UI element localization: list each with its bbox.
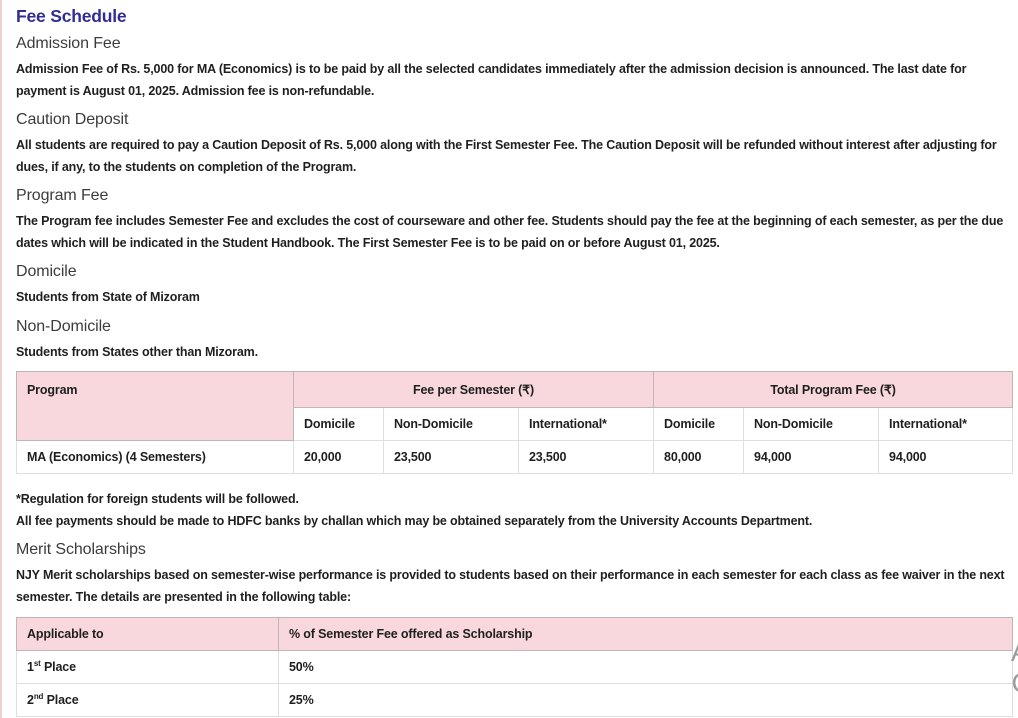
- fee-table-cell-total-international: 94,000: [878, 440, 1014, 474]
- rank-label: Place: [43, 693, 79, 707]
- fee-table-group-header-row: Program Fee per Semester (₹) Total Progr…: [16, 371, 1014, 441]
- heading-caution-deposit: Caution Deposit: [16, 111, 129, 128]
- fee-table: Program Fee per Semester (₹) Total Progr…: [16, 371, 1014, 474]
- caution-deposit-paragraph: All students are required to pay a Cauti…: [16, 138, 997, 174]
- heading-non-domicile: Non-Domicile: [16, 317, 111, 335]
- fee-table-cell-program: MA (Economics) (4 Semesters): [16, 440, 294, 474]
- clipped-edge-glyph-a[interactable]: A: [1011, 637, 1018, 667]
- fee-table-header-program: Program: [16, 371, 294, 441]
- merit-table-row-first-place: 1st Place 50%: [16, 650, 1013, 684]
- fee-table-cell-sem-international: 23,500: [517, 440, 655, 474]
- fee-table-subheader-non-domicile-total: Non-Domicile: [743, 407, 880, 441]
- rank-number: 2: [27, 693, 34, 707]
- rank-ordinal: nd: [33, 691, 44, 701]
- rank-ordinal: st: [33, 658, 41, 668]
- non-domicile-paragraph: Students from States other than Mizoram.: [16, 344, 258, 359]
- merit-scholarships-paragraph: NJY Merit scholarships based on semester…: [16, 568, 1005, 604]
- page-title: Fee Schedule: [16, 6, 127, 26]
- merit-table-cell-first-place: 1st Place: [16, 650, 279, 684]
- heading-domicile: Domicile: [16, 263, 77, 280]
- fee-table-sub-header-row: Domicile Non-Domicile International* Dom…: [17, 407, 1014, 441]
- merit-table-row-second-place: 2nd Place 25%: [16, 683, 1013, 717]
- merit-table: Applicable to % of Semester Fee offered …: [16, 617, 1013, 717]
- rank-label: Place: [40, 660, 76, 674]
- heading-merit-scholarships: Merit Scholarships: [16, 541, 146, 558]
- merit-table-header-scholarship-percent: % of Semester Fee offered as Scholarship: [278, 617, 1013, 651]
- merit-table-header-applicable-to: Applicable to: [16, 617, 279, 651]
- merit-table-cell-second-place-value: 25%: [278, 683, 1013, 717]
- note-payment: All fee payments should be made to HDFC …: [16, 513, 813, 528]
- footnotes: *Regulation for foreign students will be…: [16, 489, 1010, 532]
- fee-table-subheader-domicile-total: Domicile: [653, 407, 745, 441]
- fee-table-subheader-international-total: International*: [878, 407, 1014, 441]
- fee-table-cell-total-non-domicile: 94,000: [743, 440, 880, 474]
- rank-number: 1: [27, 660, 34, 674]
- fee-table-header-fee-per-semester: Fee per Semester (₹): [292, 371, 655, 408]
- fee-table-cell-sem-domicile: 20,000: [293, 440, 384, 474]
- merit-table-header-row: Applicable to % of Semester Fee offered …: [16, 617, 1013, 651]
- merit-table-cell-second-place: 2nd Place: [16, 683, 279, 717]
- fee-table-subheader-non-domicile-sem: Non-Domicile: [383, 407, 519, 441]
- fee-table-cell-sem-non-domicile: 23,500: [383, 440, 519, 474]
- program-fee-paragraph: The Program fee includes Semester Fee an…: [16, 214, 1004, 250]
- fee-table-header-total-program-fee: Total Program Fee (₹): [653, 371, 1014, 408]
- fee-table-row-ma-economics: MA (Economics) (4 Semesters) 20,000 23,5…: [16, 440, 1014, 474]
- domicile-paragraph: Students from State of Mizoram: [16, 290, 200, 304]
- heading-admission-fee: Admission Fee: [16, 35, 121, 52]
- fee-table-cell-total-domicile: 80,000: [653, 440, 745, 474]
- clipped-edge-glyph-c[interactable]: C: [1012, 668, 1018, 698]
- fee-table-subheader-international-sem: International*: [517, 407, 655, 441]
- admission-fee-paragraph: Admission Fee of Rs. 5,000 for MA (Econo…: [16, 62, 967, 98]
- merit-table-cell-first-place-value: 50%: [278, 650, 1013, 684]
- fee-table-subheader-domicile-sem: Domicile: [293, 407, 384, 441]
- note-regulation: *Regulation for foreign students will be…: [16, 492, 299, 506]
- heading-program-fee: Program Fee: [16, 187, 109, 204]
